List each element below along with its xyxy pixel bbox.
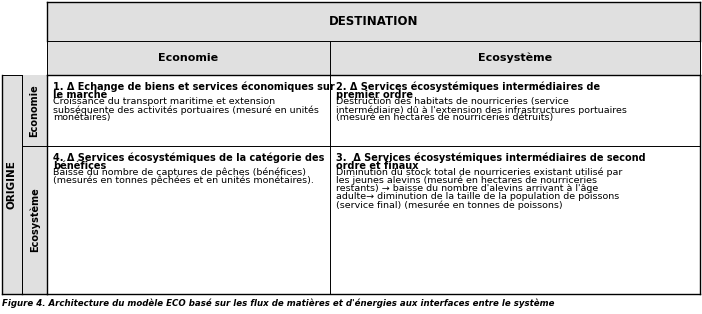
Bar xyxy=(47,2,700,41)
Bar xyxy=(2,75,22,294)
Text: (service final) (mesurée en tonnes de poissons): (service final) (mesurée en tonnes de po… xyxy=(336,200,562,210)
Text: (mesuré en hectares de nourriceries détruits): (mesuré en hectares de nourriceries détr… xyxy=(336,113,553,122)
Text: Diminution du stock total de nourriceries existant utilisé par: Diminution du stock total de nourricerie… xyxy=(336,167,623,177)
Text: Croissance du transport maritime et extension: Croissance du transport maritime et exte… xyxy=(53,97,275,106)
Text: Economie: Economie xyxy=(29,84,39,137)
Text: Economie: Economie xyxy=(159,53,218,63)
Text: Destruction des habitats de nourriceries (service: Destruction des habitats de nourriceries… xyxy=(336,97,569,106)
Text: 4. Δ Services écosystémiques de la catégorie des: 4. Δ Services écosystémiques de la catég… xyxy=(53,152,324,163)
Text: DESTINATION: DESTINATION xyxy=(329,15,418,28)
Text: (mesurés en tonnes pêchées et en unités monétaires).: (mesurés en tonnes pêchées et en unités … xyxy=(53,176,314,185)
Text: ORIGINE: ORIGINE xyxy=(7,160,17,209)
Text: 1. Δ Echange de biens et services économiques sur: 1. Δ Echange de biens et services économ… xyxy=(53,81,335,92)
Bar xyxy=(330,41,700,75)
Text: restants) → baisse du nombre d'alevins arrivant à l'âge: restants) → baisse du nombre d'alevins a… xyxy=(336,184,598,193)
Bar xyxy=(22,75,47,146)
Text: 3.  Δ Services écosystémiques intermédiaires de second: 3. Δ Services écosystémiques intermédiai… xyxy=(336,152,646,163)
Bar xyxy=(330,75,700,146)
Text: bénéfices: bénéfices xyxy=(53,160,106,171)
Text: Ecosystème: Ecosystème xyxy=(29,188,40,252)
Bar xyxy=(47,41,330,75)
Text: Figure 4. Architecture du modèle ECO basé sur les flux de matières et d'énergies: Figure 4. Architecture du modèle ECO bas… xyxy=(2,298,555,307)
Text: adulte→ diminution de la taille de la population de poissons: adulte→ diminution de la taille de la po… xyxy=(336,192,619,201)
Text: premier ordre: premier ordre xyxy=(336,90,413,100)
Bar xyxy=(47,146,330,294)
Bar xyxy=(330,146,700,294)
Text: les jeunes alevins (mesuré en hectares de nourriceries: les jeunes alevins (mesuré en hectares d… xyxy=(336,176,597,185)
Text: subséquente des activités portuaires (mesuré en unités: subséquente des activités portuaires (me… xyxy=(53,105,319,115)
Text: Baisse du nombre de captures de pêches (bénéfices): Baisse du nombre de captures de pêches (… xyxy=(53,167,306,177)
Text: intermédiaire) dû à l'extension des infrastructures portuaires: intermédiaire) dû à l'extension des infr… xyxy=(336,105,627,115)
Bar xyxy=(22,146,47,294)
Text: le marché: le marché xyxy=(53,90,107,100)
Text: ordre et finaux: ordre et finaux xyxy=(336,160,418,171)
Text: 2. Δ Services écosystémiques intermédiaires de: 2. Δ Services écosystémiques intermédiai… xyxy=(336,81,600,92)
Text: Ecosystème: Ecosystème xyxy=(478,53,552,63)
Text: monétaires): monétaires) xyxy=(53,113,110,122)
Bar xyxy=(47,75,330,146)
